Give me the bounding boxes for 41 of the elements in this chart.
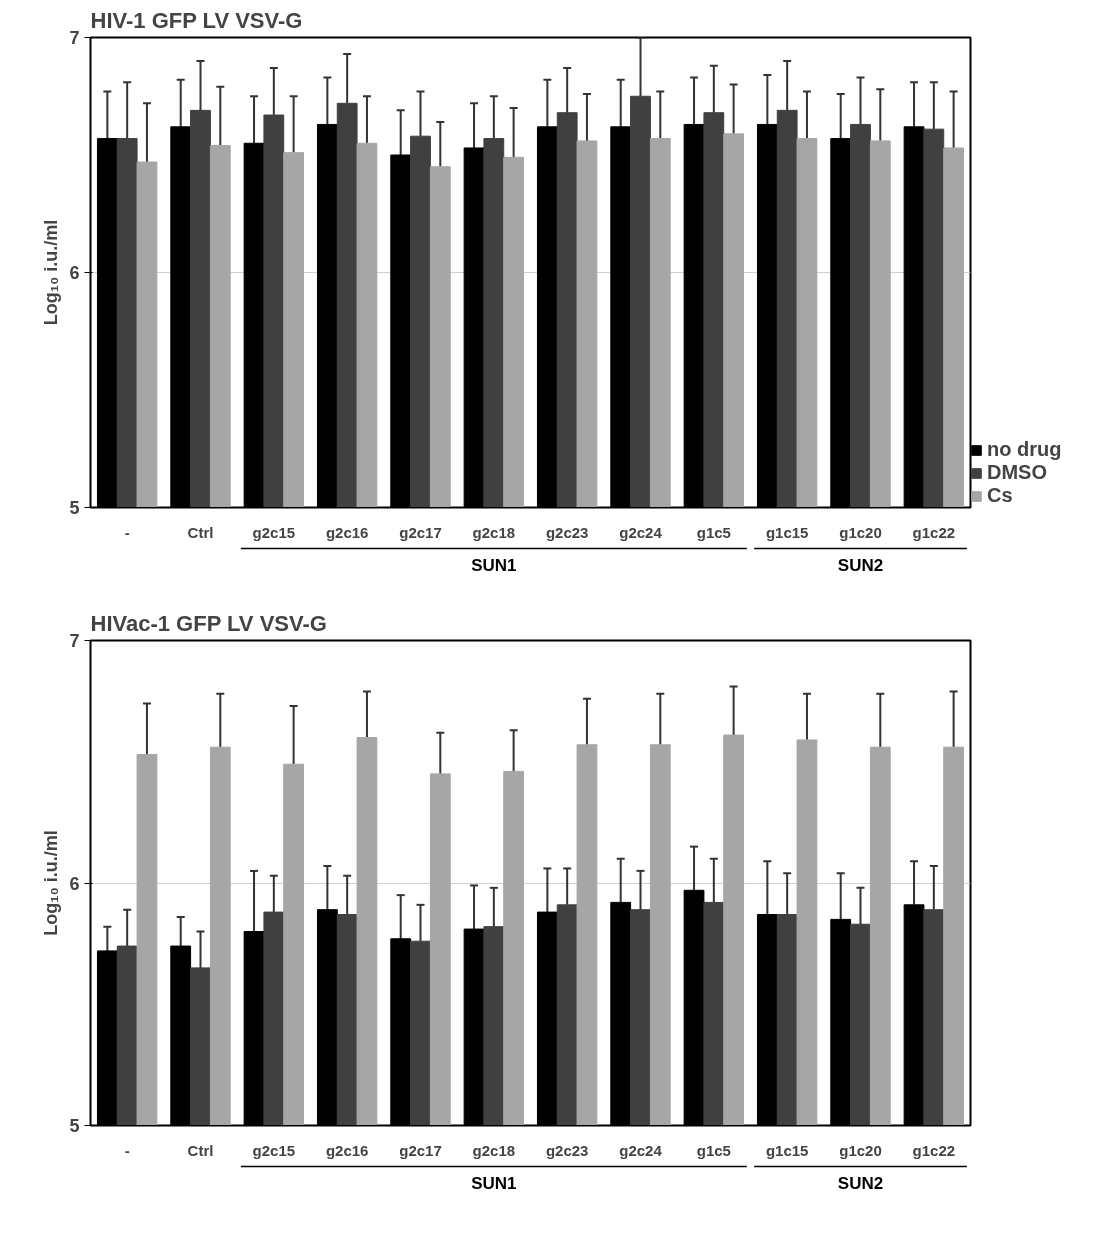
x-tick-label: g2c18 (472, 523, 516, 541)
x-tick-label: g1c15 (765, 1141, 809, 1159)
x-tick-label: g2c23 (545, 523, 589, 541)
x-tick-label: - (124, 1141, 130, 1159)
legend-label: DMSO (987, 461, 1047, 484)
y-tick-label: 6 (69, 873, 80, 894)
x-tick-label: g1c22 (912, 523, 956, 541)
x-tick-label: g2c24 (619, 523, 663, 541)
x-tick-label: g2c17 (399, 523, 442, 541)
chart-title: HIVac-1 GFP LV VSV-G (90, 610, 327, 636)
x-tick-label: - (124, 523, 130, 541)
legend-label: no drug (987, 438, 1062, 461)
text: SUN1 (471, 1174, 517, 1193)
x-tick-label: g2c17 (399, 1141, 442, 1159)
x-tick-label: Ctrl (187, 523, 214, 541)
x-tick-label: g2c23 (545, 1141, 589, 1159)
x-tick-label: g2c16 (325, 523, 369, 541)
text: SUN2 (837, 1174, 884, 1193)
x-tick-label: g1c15 (765, 523, 809, 541)
y-tick-label: 5 (69, 498, 80, 518)
x-tick-label: g1c20 (839, 1141, 882, 1159)
x-tick-label: g2c16 (325, 1141, 369, 1159)
y-tick-label: 6 (69, 263, 80, 283)
text: SUN1 (471, 556, 517, 575)
y-tick-label: 7 (69, 28, 80, 48)
y-axis-title: Log₁₀ i.u./ml (41, 219, 62, 326)
x-tick-label: g1c5 (696, 523, 731, 541)
y-tick-label: 5 (69, 1116, 80, 1136)
x-tick-label: g1c22 (912, 1141, 956, 1159)
y-tick-label: 7 (69, 631, 80, 651)
chart-title: HIV-1 GFP LV VSV-G (90, 7, 303, 33)
x-tick-label: g2c24 (619, 1141, 663, 1159)
x-tick-label: Ctrl (187, 1141, 214, 1159)
x-tick-label: g1c20 (839, 523, 882, 541)
x-tick-label: g1c5 (696, 1141, 731, 1159)
legend-label: Cs (987, 484, 1013, 507)
text: SUN2 (837, 556, 884, 575)
x-tick-label: g2c15 (252, 523, 296, 541)
y-axis-title: Log₁₀ i.u./ml (41, 830, 62, 936)
x-tick-label: g2c18 (472, 1141, 516, 1159)
x-tick-label: g2c15 (252, 1141, 296, 1159)
